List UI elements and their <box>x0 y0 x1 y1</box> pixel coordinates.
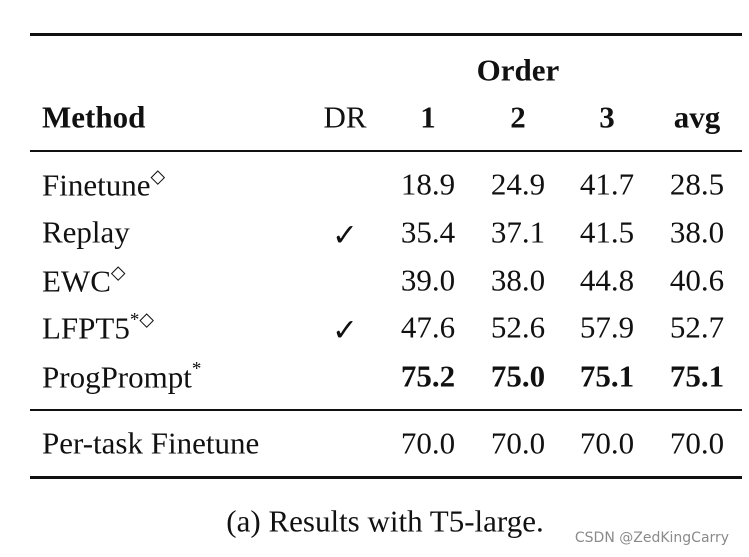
value-cell: 40.6 <box>669 262 725 298</box>
value-cell: 75.0 <box>490 358 546 394</box>
method-name: Per-task Finetune <box>42 425 260 461</box>
method-superscript: * <box>191 358 202 380</box>
value-cell: 35.4 <box>400 214 456 250</box>
method-name: LFPT5 <box>42 310 130 346</box>
value-cell: 70.0 <box>669 425 725 461</box>
value-cell: 47.6 <box>400 309 456 345</box>
value-cell: 44.8 <box>579 262 635 298</box>
method-name: Replay <box>42 214 130 250</box>
column-header: DR <box>323 99 367 135</box>
column-header: Method <box>42 99 146 135</box>
method-superscript: ◇ <box>110 262 126 284</box>
value-cell: 52.6 <box>490 309 546 345</box>
value-cell: 75.1 <box>579 358 635 394</box>
value-cell: 18.9 <box>400 166 456 202</box>
column-header: 3 <box>599 99 615 135</box>
value-cell: 70.0 <box>579 425 635 461</box>
method-cell: Finetune◇ <box>42 168 165 201</box>
method-cell: Per-task Finetune <box>42 428 259 459</box>
method-name: ProgPrompt <box>42 359 192 395</box>
value-cell: 70.0 <box>490 425 546 461</box>
method-cell: ProgPrompt* <box>42 360 201 393</box>
value-cell: 75.2 <box>400 358 456 394</box>
top-rule <box>30 33 742 36</box>
method-cell: LFPT5*◇ <box>42 311 154 344</box>
method-name: Finetune <box>42 167 151 203</box>
column-header: 2 <box>510 99 526 135</box>
value-cell: 41.5 <box>579 214 635 250</box>
value-cell: 24.9 <box>490 166 546 202</box>
watermark: CSDN @ZedKingCarry <box>574 530 730 546</box>
dr-check: ✓ <box>332 217 358 253</box>
value-cell: 38.0 <box>669 214 725 250</box>
value-cell: 39.0 <box>400 262 456 298</box>
method-name: EWC <box>42 263 111 299</box>
bottom-rule <box>30 476 742 479</box>
value-cell: 70.0 <box>400 425 456 461</box>
value-cell: 41.7 <box>579 166 635 202</box>
value-cell: 57.9 <box>579 309 635 345</box>
header-group-label: Order <box>476 52 560 88</box>
method-cell: Replay <box>42 217 130 248</box>
value-cell: 38.0 <box>490 262 546 298</box>
value-cell: 52.7 <box>669 309 725 345</box>
mid-rule <box>30 409 742 411</box>
dr-check: ✓ <box>332 312 358 348</box>
column-header: avg <box>673 99 721 135</box>
caption: (a) Results with T5-large. <box>226 503 544 539</box>
value-cell: 75.1 <box>669 358 725 394</box>
method-cell: EWC◇ <box>42 264 126 297</box>
mid-rule <box>30 150 742 152</box>
value-cell: 37.1 <box>490 214 546 250</box>
method-superscript: ◇ <box>150 166 166 188</box>
value-cell: 28.5 <box>669 166 725 202</box>
column-header: 1 <box>420 99 436 135</box>
method-superscript: *◇ <box>129 309 154 331</box>
